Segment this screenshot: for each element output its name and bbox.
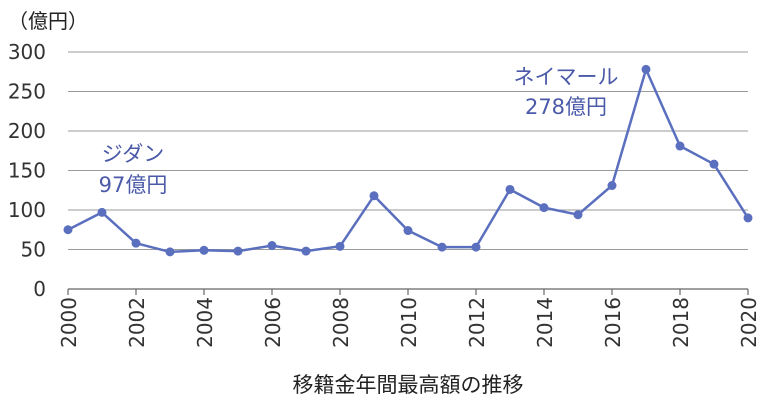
x-tick-label-2012: 2012 <box>465 297 489 348</box>
data-point-2018 <box>675 141 685 151</box>
x-tick-label-2010: 2010 <box>397 297 421 348</box>
data-point-2010 <box>403 226 413 236</box>
annotation-zidane-name: ジダン <box>102 142 165 166</box>
gridlines <box>68 51 748 250</box>
x-axis-ticks: 2000 2002 2004 2006 2008 2010 2012 2014 2016 2018… <box>57 289 761 348</box>
x-tick-label-2004: 2004 <box>193 297 217 348</box>
data-point-2005 <box>233 246 243 256</box>
data-point-2015 <box>573 210 583 220</box>
data-point-2008 <box>335 241 345 251</box>
x-axis-title: 移籍金年間最高額の推移 <box>293 373 524 397</box>
series-line-0 <box>67 68 750 254</box>
x-tick-label-2002: 2002 <box>125 297 149 348</box>
data-point-2002 <box>131 238 141 248</box>
data-point-2012 <box>471 242 481 252</box>
data-point-2019 <box>709 159 719 169</box>
data-point-2004 <box>199 245 209 255</box>
data-point-2006 <box>267 241 277 251</box>
data-point-2020 <box>743 213 753 223</box>
data-point-2013 <box>505 184 515 194</box>
y-tick-label-150: 150 <box>8 159 46 183</box>
x-tick-label-2020: 2020 <box>737 297 761 348</box>
data-point-2009 <box>369 191 379 201</box>
y-axis-ticks: 0 50 100 150 200 250 300 <box>8 40 46 301</box>
data-series <box>63 64 753 257</box>
x-tick-label-2014: 2014 <box>533 297 557 348</box>
y-tick-label-50: 50 <box>21 238 46 262</box>
y-tick-label-300: 300 <box>8 40 46 64</box>
annotation-neymar-name: ネイマール <box>514 65 619 89</box>
annotation-neymar-value: 278億円 <box>525 95 607 119</box>
data-point-2003 <box>165 247 175 257</box>
y-tick-label-100: 100 <box>8 198 46 222</box>
x-tick-label-2018: 2018 <box>669 297 693 348</box>
y-tick-label-250: 250 <box>8 80 46 104</box>
x-tick-label-2008: 2008 <box>329 297 353 348</box>
x-tick-label-2006: 2006 <box>261 297 285 348</box>
data-point-2011 <box>437 242 447 252</box>
x-tick-label-2016: 2016 <box>601 297 625 348</box>
y-axis-unit-label: （億円） <box>8 9 88 33</box>
data-point-2014 <box>539 203 549 213</box>
x-tick-label-2000: 2000 <box>57 297 81 348</box>
annotation-zidane-value: 97億円 <box>99 173 168 197</box>
data-point-2016 <box>607 181 617 191</box>
y-tick-label-200: 200 <box>8 119 46 143</box>
data-point-2000 <box>63 225 73 235</box>
data-point-2017 <box>641 64 651 74</box>
data-point-2007 <box>301 246 311 256</box>
y-tick-label-0: 0 <box>33 277 46 301</box>
annotations: ジダン 97億円 ネイマール 278億円 <box>99 65 619 197</box>
data-point-2001 <box>97 207 107 217</box>
